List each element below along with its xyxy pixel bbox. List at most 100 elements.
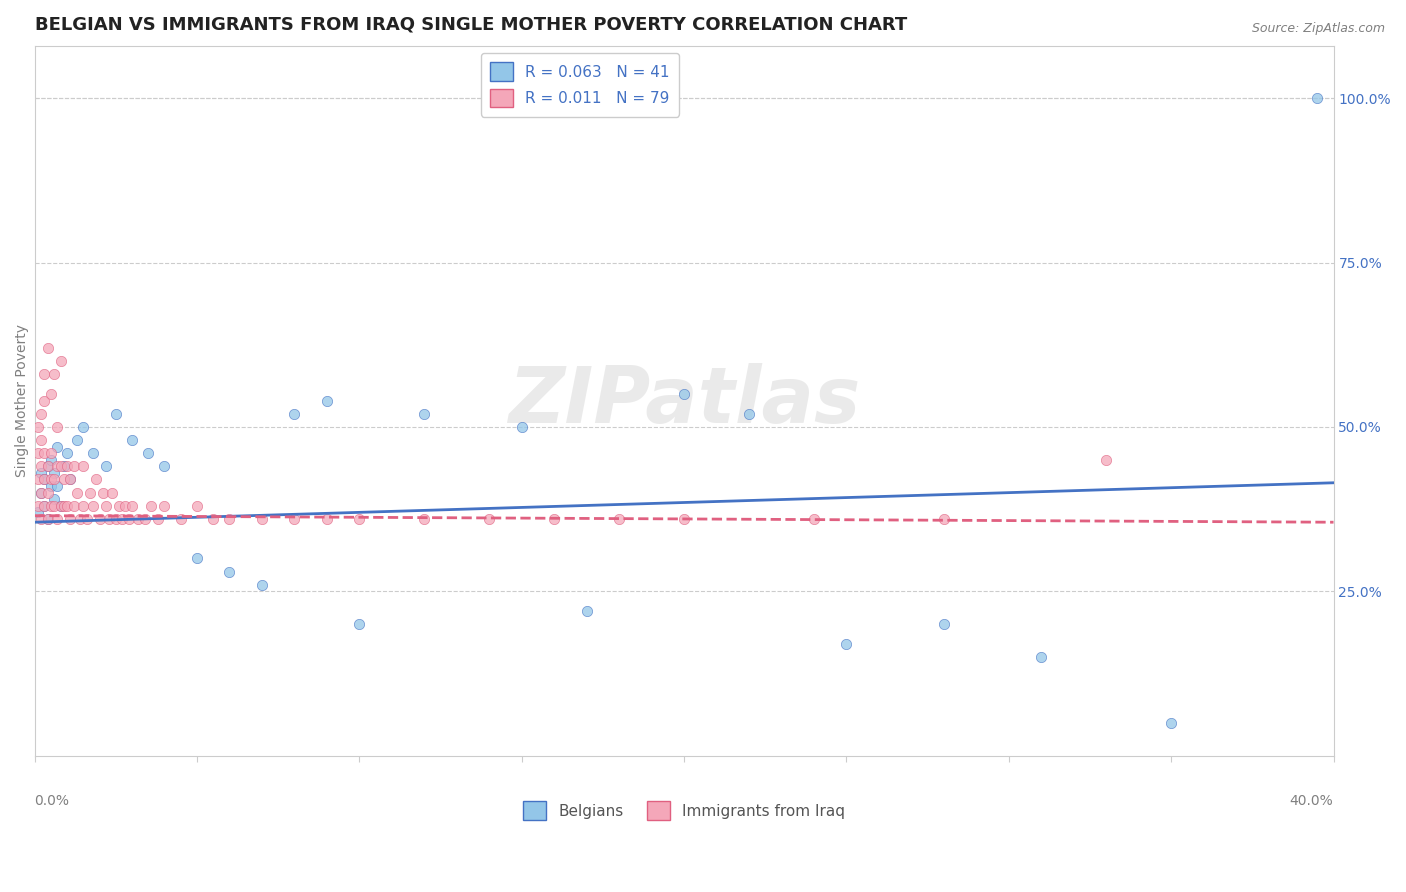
Point: [250, 577, 273, 591]
Point: [59, 512, 82, 526]
Point: [315, 393, 337, 408]
Point: [62, 499, 84, 513]
Point: [1306, 91, 1329, 105]
Point: [738, 407, 761, 421]
Point: [34, 368, 56, 382]
Point: [932, 617, 955, 632]
Point: [42, 473, 65, 487]
Point: [42, 492, 65, 507]
Point: [46, 512, 69, 526]
Point: [27, 473, 49, 487]
Point: [315, 512, 337, 526]
Point: [30, 466, 52, 480]
Point: [46, 420, 69, 434]
Point: [170, 512, 193, 526]
Point: [114, 499, 136, 513]
Point: [56, 446, 79, 460]
Point: [46, 459, 69, 474]
Point: [66, 485, 89, 500]
Point: [413, 512, 436, 526]
Point: [127, 512, 149, 526]
Point: [76, 512, 98, 526]
Point: [349, 512, 371, 526]
Point: [283, 512, 305, 526]
Point: [62, 459, 84, 474]
Point: [84, 473, 107, 487]
Point: [37, 512, 59, 526]
Point: [52, 473, 75, 487]
Point: [56, 459, 79, 474]
Point: [153, 459, 176, 474]
Point: [104, 407, 127, 421]
Point: [218, 565, 240, 579]
Text: 0.0%: 0.0%: [35, 794, 69, 808]
Point: [186, 499, 208, 513]
Y-axis label: Single Mother Poverty: Single Mother Poverty: [15, 324, 30, 477]
Point: [27, 420, 49, 434]
Point: [349, 617, 371, 632]
Point: [101, 485, 124, 500]
Point: [49, 354, 72, 368]
Point: [52, 499, 75, 513]
Point: [136, 446, 159, 460]
Point: [283, 407, 305, 421]
Point: [218, 512, 240, 526]
Point: [121, 499, 143, 513]
Point: [59, 473, 82, 487]
Point: [91, 485, 114, 500]
Point: [56, 499, 79, 513]
Point: [134, 512, 156, 526]
Point: [37, 512, 59, 526]
Point: [42, 499, 65, 513]
Point: [141, 499, 163, 513]
Point: [146, 512, 169, 526]
Point: [30, 433, 52, 447]
Point: [413, 407, 436, 421]
Point: [121, 433, 143, 447]
Point: [104, 512, 127, 526]
Point: [153, 499, 176, 513]
Point: [30, 407, 52, 421]
Text: BELGIAN VS IMMIGRANTS FROM IRAQ SINGLE MOTHER POVERTY CORRELATION CHART: BELGIAN VS IMMIGRANTS FROM IRAQ SINGLE M…: [35, 15, 907, 33]
Point: [79, 485, 101, 500]
Point: [37, 459, 59, 474]
Point: [30, 512, 52, 526]
Point: [34, 499, 56, 513]
Point: [575, 604, 598, 618]
Legend: Belgians, Immigrants from Iraq: Belgians, Immigrants from Iraq: [517, 795, 851, 826]
Point: [39, 387, 62, 401]
Point: [66, 433, 89, 447]
Point: [932, 512, 955, 526]
Point: [69, 512, 91, 526]
Text: Source: ZipAtlas.com: Source: ZipAtlas.com: [1251, 22, 1385, 36]
Point: [52, 459, 75, 474]
Point: [673, 387, 696, 401]
Point: [72, 420, 94, 434]
Point: [39, 499, 62, 513]
Point: [30, 485, 52, 500]
Point: [49, 499, 72, 513]
Point: [34, 393, 56, 408]
Point: [34, 499, 56, 513]
Point: [46, 440, 69, 454]
Point: [1160, 715, 1182, 730]
Point: [510, 420, 533, 434]
Point: [34, 446, 56, 460]
Point: [39, 479, 62, 493]
Point: [46, 479, 69, 493]
Point: [37, 459, 59, 474]
Point: [118, 512, 141, 526]
Point: [42, 368, 65, 382]
Point: [94, 459, 117, 474]
Point: [30, 459, 52, 474]
Point: [835, 637, 858, 651]
Text: ZIPatlas: ZIPatlas: [508, 363, 860, 439]
Point: [27, 505, 49, 519]
Point: [108, 499, 131, 513]
Point: [49, 499, 72, 513]
Point: [543, 512, 565, 526]
Point: [72, 459, 94, 474]
Point: [42, 466, 65, 480]
Point: [89, 512, 111, 526]
Point: [803, 512, 825, 526]
